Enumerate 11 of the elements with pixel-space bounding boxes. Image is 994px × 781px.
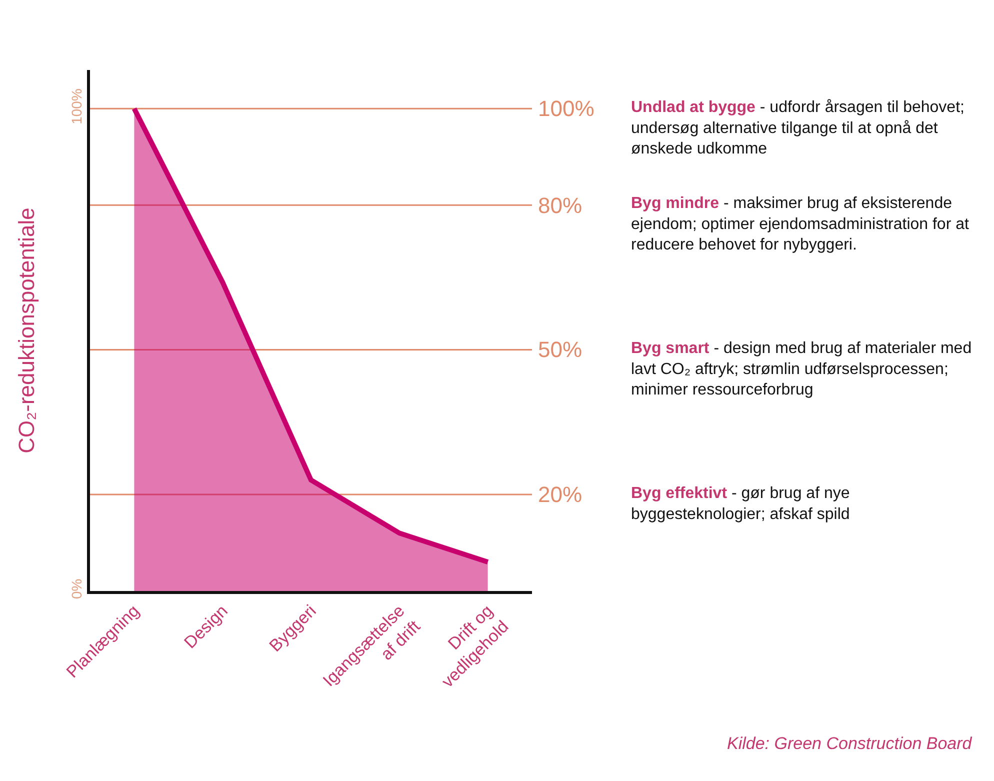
text: Byg effektivt - gør brug af nye byggesteknologier; afskaf spild: [631, 485, 850, 523]
y-axis-title: CO₂-reduktionspotentiale: [14, 208, 39, 454]
y-tick-label: 0%: [68, 578, 84, 600]
text: Kilde: Green Construction Board: [727, 734, 972, 753]
ref-line-label: 100%: [538, 96, 594, 121]
ref-line-label: 80%: [538, 193, 582, 218]
ref-line-label: 50%: [538, 337, 582, 362]
text: Byg smart - design med brug af materialer med lavt CO₂ aftryk; strømlin udførselsprocessen; minimer ressourceforbrug: [631, 340, 972, 399]
text: Byg mindre - maksimer brug af eksisterende ejendom; optimer ejendomsadministration for at reducere behovet for nybyggeri.: [631, 195, 970, 254]
ref-line-label: 20%: [538, 482, 582, 507]
text: Undlad at bygge - udfordr årsagen til behovet; undersøg alternative tilgange til at opnå det ønskede udkomme: [631, 99, 964, 158]
